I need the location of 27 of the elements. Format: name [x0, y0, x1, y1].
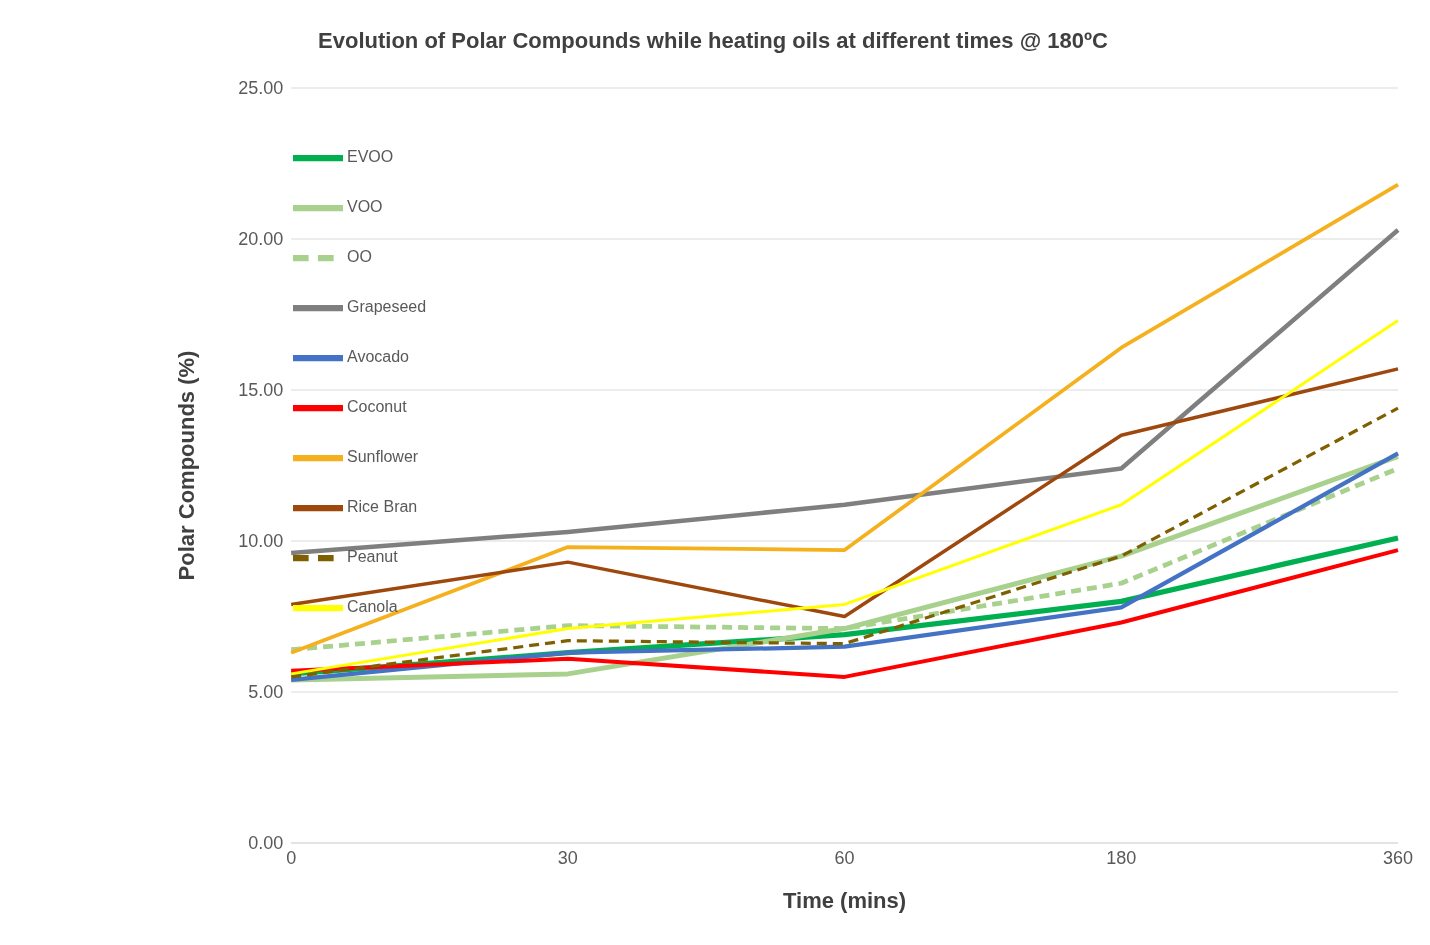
legend-label: Sunflower: [347, 448, 419, 466]
line-series: [289, 182, 1400, 655]
legend-label: VOO: [347, 198, 383, 216]
x-tick-label: 360: [1382, 847, 1414, 868]
legend-label: Canola: [347, 598, 398, 616]
legend-label: Avocado: [347, 348, 409, 366]
y-tick-label: 10.00: [238, 531, 284, 552]
line-series: [289, 367, 1400, 619]
y-tick-label: 0.00: [248, 833, 284, 854]
y-axis-title: Polar Compounds (%): [173, 350, 199, 581]
legend-label: EVOO: [347, 148, 394, 166]
x-tick-label: 60: [834, 847, 855, 868]
legend-label: Coconut: [347, 398, 407, 416]
chart-title: Evolution of Polar Compounds while heating oils at different times @ 180ºC: [317, 27, 1109, 55]
legend-label: OO: [347, 248, 372, 266]
legend-label: Grapeseed: [347, 298, 427, 316]
y-tick-label: 15.00: [238, 380, 284, 401]
x-axis-title: Time (mins): [783, 888, 907, 913]
x-tick-label: 180: [1106, 847, 1137, 868]
legend-label: Rice Bran: [347, 498, 418, 516]
y-tick-label: 5.00: [248, 682, 284, 703]
x-tick-label: 30: [557, 847, 578, 868]
x-tick-label: 0: [286, 847, 297, 868]
y-tick-label: 25.00: [238, 78, 284, 99]
line-series: [289, 319, 1400, 676]
y-tick-label: 20.00: [238, 229, 284, 250]
legend-label: Peanut: [347, 548, 398, 566]
